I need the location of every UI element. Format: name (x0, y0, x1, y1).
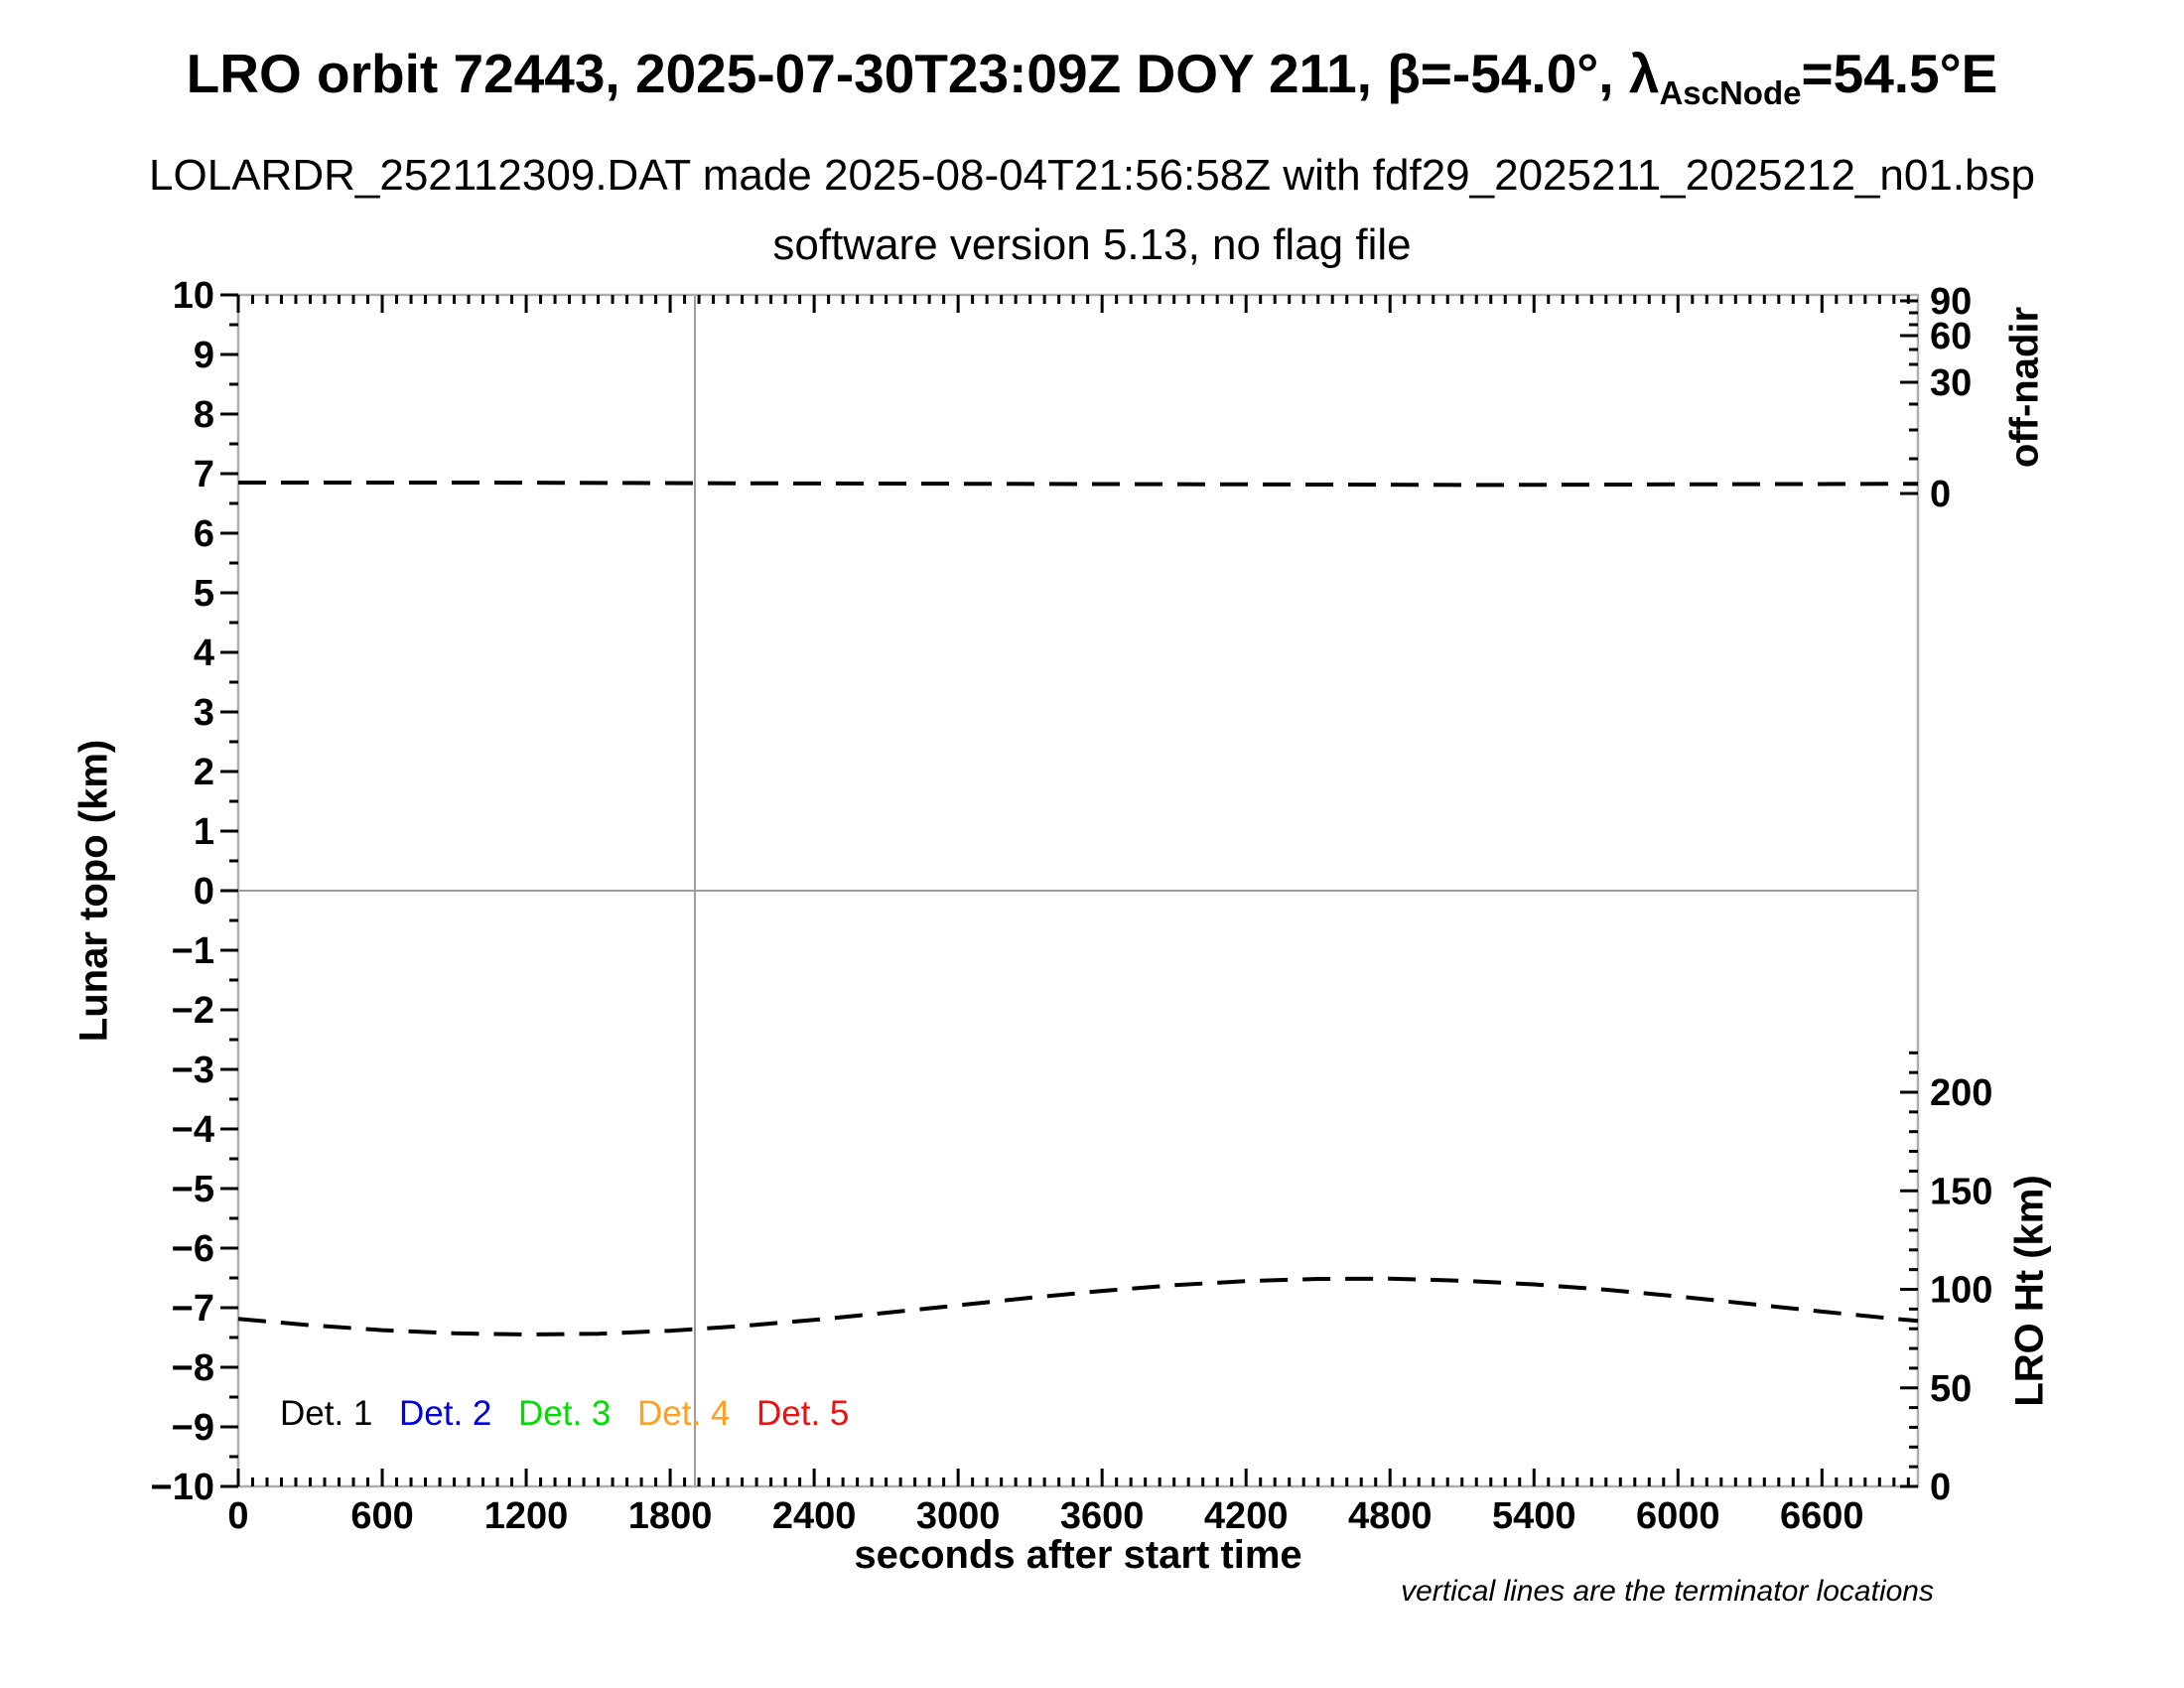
svg-text:7: 7 (194, 454, 214, 495)
lro-height-curve (237, 1276, 1919, 1337)
svg-text:3: 3 (194, 692, 214, 734)
x-axis-ticks (236, 295, 1910, 1486)
chart-subtitle-software: software version 5.13, no flag file (772, 220, 1412, 269)
x-axis-label: seconds after start time (854, 1533, 1302, 1577)
svg-text:200: 200 (1930, 1072, 1992, 1114)
svg-text:3000: 3000 (916, 1495, 1001, 1537)
svg-text:10: 10 (173, 275, 214, 317)
svg-text:6000: 6000 (1636, 1495, 1720, 1537)
off-nadir-curve (238, 481, 1919, 488)
legend-item-det-4: Det. 4 (637, 1394, 731, 1433)
svg-text:6: 6 (194, 513, 214, 555)
svg-text:0: 0 (227, 1495, 248, 1537)
y-axis-label-lro-ht: LRO Ht (km) (2007, 1175, 2052, 1407)
svg-text:−3: −3 (172, 1050, 214, 1091)
svg-text:6600: 6600 (1780, 1495, 1864, 1537)
svg-text:2: 2 (194, 752, 214, 793)
svg-text:−2: −2 (172, 990, 214, 1032)
svg-text:−8: −8 (172, 1347, 214, 1389)
svg-text:150: 150 (1930, 1171, 1992, 1212)
svg-text:600: 600 (350, 1495, 413, 1537)
svg-text:60: 60 (1930, 316, 1972, 357)
chart-title-text: LRO orbit 72443, 2025-07-30T23:09Z DOY 2… (186, 43, 1660, 104)
svg-text:1800: 1800 (628, 1495, 713, 1537)
y-axis-ticks (220, 293, 238, 1488)
y-axis-label-lunar-topo: Lunar topo (km) (71, 739, 116, 1043)
legend-item-det-1: Det. 1 (280, 1394, 373, 1433)
legend-item-det-2: Det. 2 (399, 1394, 492, 1433)
x-tick-labels: 0 600 1200 1800 2400 3000 3600 4200 4800 5400 6000… (227, 1495, 1863, 1537)
lro-ht-ticks (1900, 1051, 1918, 1488)
y-axis-label-off-nadir: off-nadir (2002, 306, 2047, 469)
svg-text:1: 1 (194, 811, 214, 853)
chart-subtitle-filename: LOLARDR_252112309.DAT made 2025-08-04T21… (149, 151, 2035, 200)
svg-text:0: 0 (1930, 1467, 1951, 1508)
legend-item-det-3: Det. 3 (518, 1394, 612, 1433)
svg-text:4800: 4800 (1348, 1495, 1433, 1537)
lro-ht-tick-labels: 200 150 100 50 0 (1930, 1072, 1992, 1508)
svg-text:4200: 4200 (1204, 1495, 1289, 1537)
svg-text:5: 5 (194, 573, 214, 615)
svg-text:2400: 2400 (772, 1495, 857, 1537)
terminator-footnote: vertical lines are the terminator locati… (1401, 1575, 1934, 1608)
detector-legend: Det. 1 Det. 2 Det. 3 Det. 4 Det. 5 (280, 1394, 876, 1438)
svg-text:9: 9 (194, 335, 214, 376)
svg-text:3600: 3600 (1060, 1495, 1145, 1537)
chart-title-suffix: =54.5°E (1801, 43, 1998, 104)
off-nadir-ticks (1900, 299, 1918, 495)
svg-text:8: 8 (194, 394, 214, 436)
svg-text:−5: −5 (172, 1169, 214, 1210)
svg-text:−6: −6 (172, 1228, 214, 1270)
svg-text:−10: −10 (151, 1467, 214, 1508)
svg-text:50: 50 (1930, 1368, 1972, 1410)
svg-text:−7: −7 (172, 1288, 214, 1330)
legend-item-det-5: Det. 5 (756, 1394, 850, 1433)
svg-text:0: 0 (1930, 474, 1951, 515)
chart-title: LRO orbit 72443, 2025-07-30T23:09Z DOY 2… (0, 42, 2184, 112)
svg-text:100: 100 (1930, 1270, 1992, 1312)
chart-title-subscript: AscNode (1659, 74, 1802, 111)
svg-text:5400: 5400 (1492, 1495, 1576, 1537)
svg-text:30: 30 (1930, 362, 1972, 404)
svg-text:−9: −9 (172, 1407, 214, 1449)
svg-text:0: 0 (194, 871, 214, 913)
svg-text:−4: −4 (172, 1109, 214, 1151)
svg-text:1200: 1200 (484, 1495, 569, 1537)
svg-text:90: 90 (1930, 281, 1972, 323)
svg-text:−1: −1 (172, 930, 214, 972)
svg-text:4: 4 (194, 633, 214, 674)
